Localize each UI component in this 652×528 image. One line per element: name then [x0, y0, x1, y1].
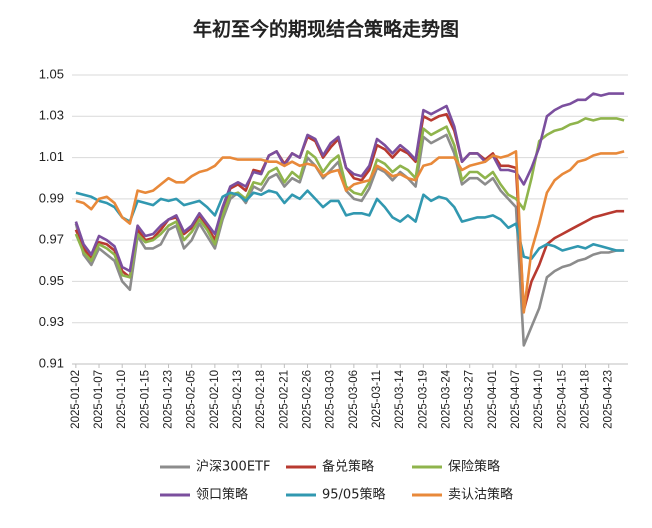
x-tick-label: 2025-04-18 [580, 370, 592, 429]
series-line [74, 117, 625, 279]
legend-label: 95/05策略 [322, 487, 385, 503]
x-tick-label: 2025-03-03 [325, 370, 337, 429]
y-tick-label: 0.91 [39, 355, 64, 370]
legend-label: 领口策略 [196, 487, 248, 503]
y-tick-label: 0.99 [39, 190, 64, 205]
legend-label: 保险策略 [448, 459, 500, 475]
series-line [74, 133, 625, 347]
y-tick-label: 0.93 [39, 314, 64, 329]
y-tick-label: 1.05 [39, 66, 64, 81]
y-tick-label: 0.95 [39, 273, 64, 288]
x-tick-label: 2025-02-05 [186, 370, 198, 429]
x-tick-label: 2025-01-23 [163, 370, 175, 429]
y-tick-label: 0.97 [39, 232, 64, 247]
x-tick-label: 2025-04-01 [487, 370, 499, 429]
series-line [74, 92, 625, 273]
legend-label: 沪深300ETF [196, 459, 270, 475]
chart-title: 年初至今的期现结合策略走势图 [193, 18, 459, 41]
x-tick-label: 2025-04-15 [556, 370, 568, 429]
x-tick-label: 2025-01-10 [116, 370, 128, 429]
legend-label: 卖认沽策略 [448, 487, 513, 503]
x-tick-label: 2025-01-02 [70, 370, 82, 429]
x-tick-label: 2025-02-26 [302, 370, 314, 429]
x-tick-label: 2025-04-07 [510, 370, 522, 429]
x-tick-label: 2025-03-27 [464, 370, 476, 429]
series-line [75, 150, 625, 314]
x-tick-label: 2025-03-24 [441, 369, 453, 428]
x-tick-label: 2025-03-06 [348, 370, 360, 429]
x-tick-label: 2025-02-10 [209, 370, 221, 429]
y-tick-label: 1.03 [39, 108, 64, 123]
legend-label: 备兑策略 [322, 459, 374, 475]
x-tick-label: 2025-03-14 [394, 369, 406, 428]
x-tick-label: 2025-04-23 [603, 370, 615, 429]
x-tick-label: 2025-02-21 [278, 370, 290, 429]
x-tick-label: 2025-01-15 [139, 370, 151, 429]
x-tick-label: 2025-03-11 [371, 370, 383, 428]
x-tick-label: 2025-02-13 [232, 370, 244, 429]
x-tick-label: 2025-02-18 [255, 370, 267, 429]
y-tick-label: 1.01 [39, 149, 64, 164]
series-line [75, 189, 625, 260]
x-tick-label: 2025-04-10 [533, 370, 545, 429]
x-tick-label: 2025-01-07 [93, 370, 105, 429]
x-tick-label: 2025-03-19 [417, 370, 429, 429]
